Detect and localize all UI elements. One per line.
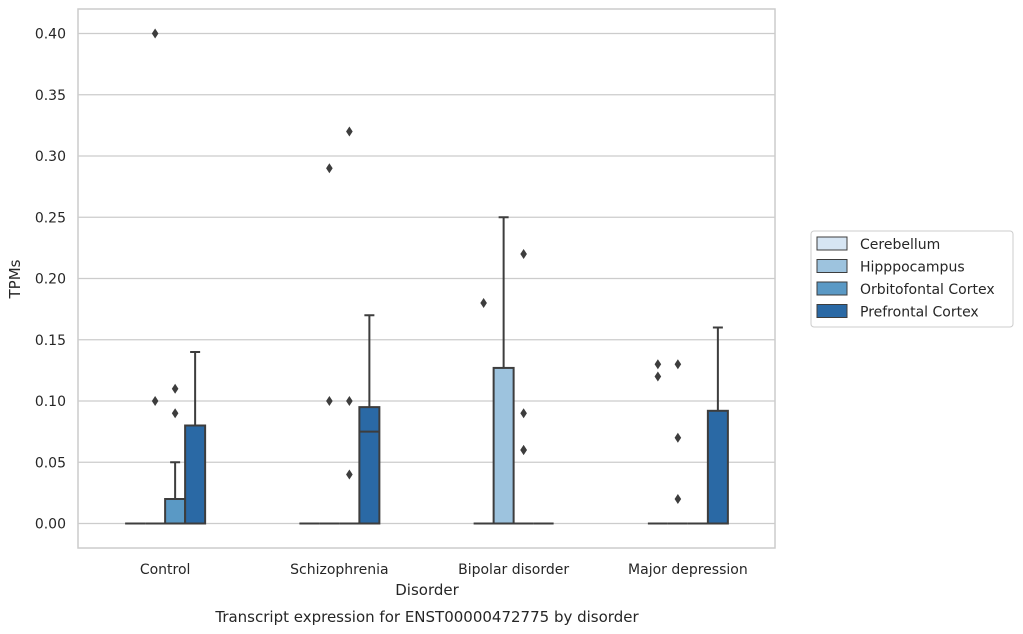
legend: Cerebellum Hipppocampus Orbitofontal Corte… <box>810 230 1014 328</box>
box-group <box>513 249 534 525</box>
box-group <box>706 326 729 525</box>
x-tick-label: Control <box>140 562 191 578</box>
legend-label: Orbitofontal Cortex <box>860 282 995 298</box>
box-group <box>358 314 381 525</box>
outlier-point <box>151 396 159 406</box>
box-marks <box>125 28 729 525</box>
y-tick-label: 0.40 <box>35 27 66 43</box>
box-group <box>184 351 207 525</box>
outlier-point <box>346 396 353 406</box>
legend-label: Prefrontal Cortex <box>860 305 979 321</box>
y-tick-label: 0.15 <box>35 333 66 349</box>
x-axis-label: Disorder <box>395 581 459 599</box>
outlier-point <box>171 383 179 394</box>
y-grid <box>78 32 775 525</box>
outlier-point <box>654 359 662 370</box>
x-tick-label: Bipolar disorder <box>458 562 569 578</box>
outlier-point <box>480 298 487 308</box>
box <box>358 406 381 525</box>
legend-swatch <box>816 304 848 318</box>
box-group <box>319 163 340 525</box>
box-group <box>473 298 494 525</box>
y-axis-label: TPMs <box>6 259 24 299</box>
outlier-point <box>520 408 527 419</box>
legend-swatch <box>816 236 848 251</box>
y-tick-label: 0.10 <box>35 394 66 410</box>
outlier-point <box>674 432 682 443</box>
y-tick-label: 0.30 <box>35 149 66 165</box>
y-tick-label: 0.35 <box>35 88 66 104</box>
box <box>164 498 187 525</box>
outlier-point <box>520 445 527 455</box>
legend-swatch <box>816 281 848 296</box>
outlier-point <box>674 359 682 370</box>
x-tick-labels: Control Schizophrenia Bipolar disorder Majo… <box>140 562 748 578</box>
legend-frame <box>810 230 1014 328</box>
box-group <box>339 126 360 525</box>
outlier-point <box>326 396 333 406</box>
y-tick-label: 0.25 <box>35 210 66 226</box>
outlier-point <box>151 28 159 39</box>
outlier-point <box>326 163 333 174</box>
box-group <box>492 216 515 525</box>
box-group <box>145 28 166 525</box>
y-tick-label: 0.05 <box>35 455 66 471</box>
x-tick-label: Major depression <box>628 562 748 578</box>
box <box>492 366 515 525</box>
y-tick-label: 0.00 <box>35 517 66 533</box>
box-group <box>647 359 668 525</box>
outlier-point <box>346 469 353 480</box>
legend-label: Cerebellum <box>860 237 940 253</box>
box-group <box>164 383 187 525</box>
outlier-point <box>346 126 353 137</box>
x-tick-label: Schizophrenia <box>290 562 388 578</box>
outlier-point <box>171 408 179 419</box>
box-group <box>667 359 688 525</box>
chart-caption: Transcript expression for ENST0000047277… <box>214 608 639 626</box>
box <box>706 409 729 525</box>
outlier-point <box>654 371 662 382</box>
y-tick-labels: 0.00 0.05 0.10 0.15 0.20 0.25 0.30 0.35 0.40 <box>35 27 66 533</box>
y-tick-label: 0.20 <box>35 272 66 288</box>
outlier-point <box>674 494 682 504</box>
legend-swatch <box>816 259 848 273</box>
box <box>184 424 207 525</box>
legend-label: Hipppocampus <box>860 260 965 276</box>
plot-frame <box>77 8 776 549</box>
outlier-point <box>520 249 527 259</box>
